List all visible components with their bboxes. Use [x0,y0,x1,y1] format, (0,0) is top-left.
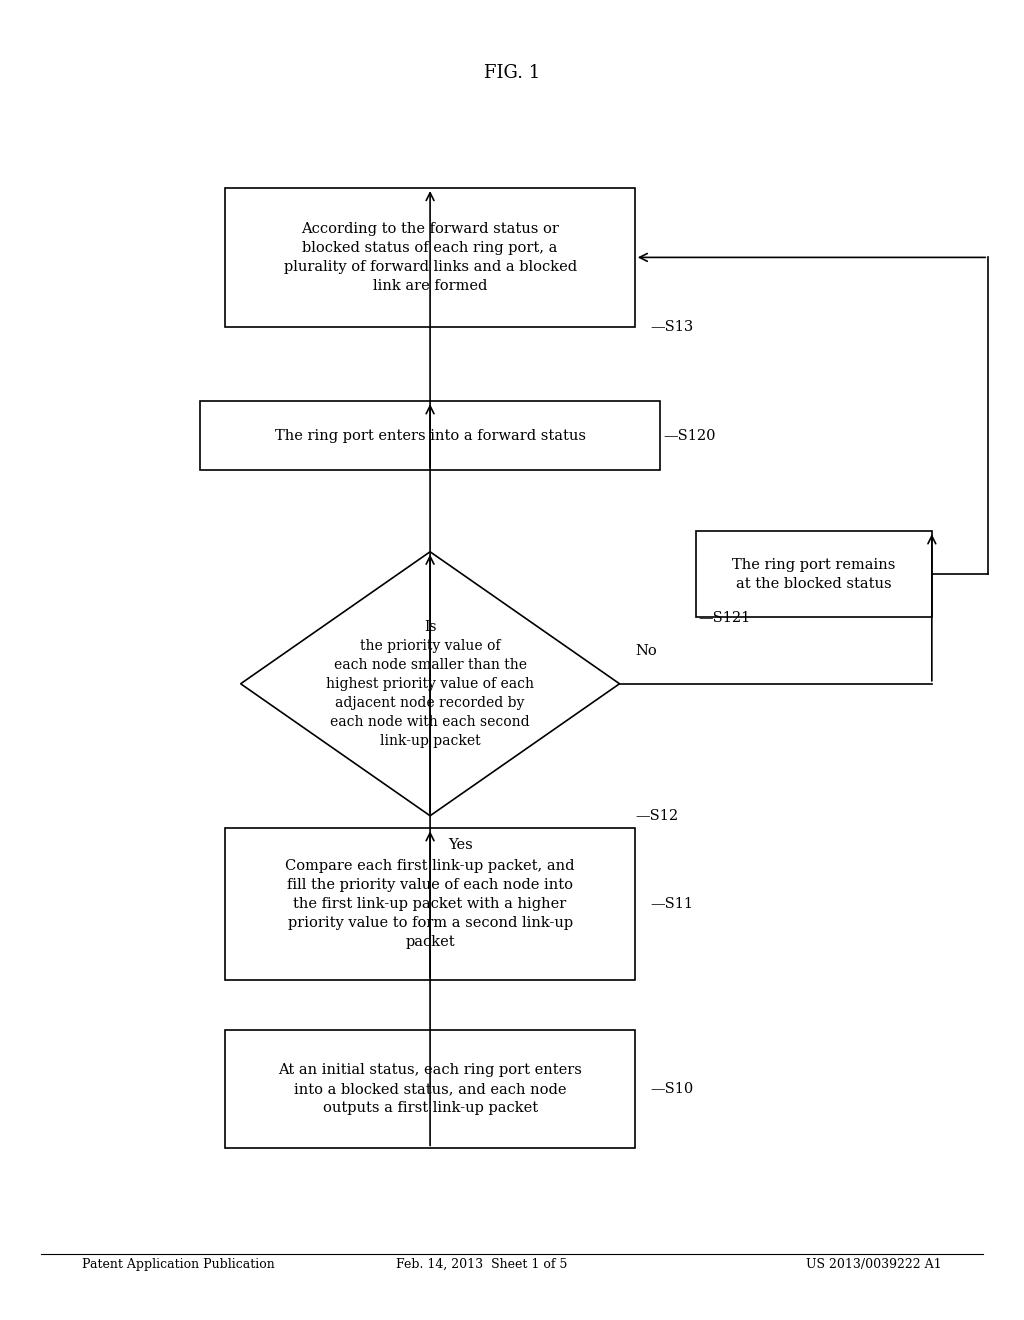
Text: —S11: —S11 [650,898,693,911]
Text: —S121: —S121 [698,611,751,624]
Bar [200,401,660,470]
Text: Yes: Yes [449,838,473,851]
Text: —S12: —S12 [635,809,678,822]
Text: Feb. 14, 2013  Sheet 1 of 5: Feb. 14, 2013 Sheet 1 of 5 [395,1258,567,1271]
Bar [696,531,932,616]
Text: The ring port enters into a forward status: The ring port enters into a forward stat… [274,429,586,442]
Bar [225,829,635,979]
Text: No: No [635,644,656,657]
Text: According to the forward status or
blocked status of each ring port, a
plurality: According to the forward status or block… [284,222,577,293]
Text: FIG. 1: FIG. 1 [484,63,540,82]
Text: US 2013/0039222 A1: US 2013/0039222 A1 [807,1258,942,1271]
Text: —S10: —S10 [650,1082,693,1096]
Text: At an initial status, each ring port enters
into a blocked status, and each node: At an initial status, each ring port ent… [279,1063,582,1115]
Bar [225,1030,635,1148]
Text: The ring port remains
at the blocked status: The ring port remains at the blocked sta… [732,558,896,590]
Polygon shape [241,552,620,816]
Text: Is
the priority value of
each node smaller than the
highest priority value of ea: Is the priority value of each node small… [326,620,535,747]
Text: —S13: —S13 [650,321,693,334]
Text: —S120: —S120 [664,429,716,442]
Text: Compare each first link-up packet, and
fill the priority value of each node into: Compare each first link-up packet, and f… [286,859,574,949]
Bar [225,187,635,326]
Text: Patent Application Publication: Patent Application Publication [82,1258,274,1271]
